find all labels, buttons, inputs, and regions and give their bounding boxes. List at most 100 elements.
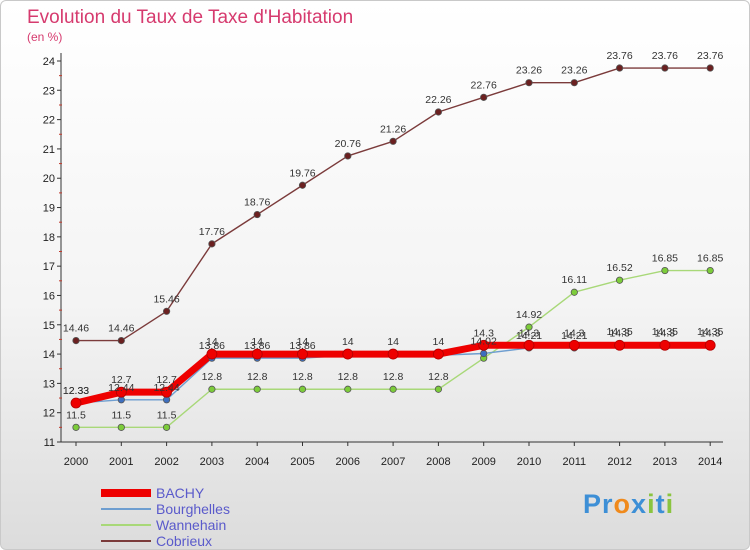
- marker-cobrieux: [615, 64, 624, 72]
- marker-cobrieux: [525, 79, 533, 87]
- marker-cobrieux: [661, 64, 669, 72]
- proxiti-logo: Proxiti: [583, 489, 674, 520]
- x-tick-label: 2004: [245, 456, 269, 468]
- marker-wannehain: [615, 276, 624, 284]
- marker-bachy: [206, 348, 218, 360]
- data-label-cobrieux: 21.26: [380, 123, 406, 135]
- y-tick-label: 21: [43, 144, 55, 156]
- marker-bachy: [297, 348, 308, 360]
- data-label-cobrieux: 20.76: [335, 138, 361, 150]
- y-tick-label: 24: [43, 56, 55, 68]
- data-label-cobrieux: 18.76: [244, 197, 270, 209]
- marker-bachy: [70, 397, 82, 409]
- y-tick-label: 12: [43, 408, 55, 420]
- line-chart: 11 12 13 14 15 16 17 18 19 20 21 22 23 24 2000 2001 2002…: [43, 50, 724, 468]
- legend-swatch: [101, 524, 151, 526]
- marker-bachy: [614, 339, 625, 351]
- y-tick-label: 16: [43, 290, 55, 302]
- marker-wannehain: [706, 266, 714, 275]
- data-label-wannehain: 12.8: [338, 371, 359, 383]
- y-tick-label: 14: [43, 349, 55, 361]
- unit-label: (en %): [27, 30, 63, 44]
- marker-cobrieux: [208, 240, 216, 248]
- data-label-bachy: 14: [251, 336, 263, 348]
- x-tick-label: 2001: [109, 456, 133, 468]
- marker-cobrieux: [298, 181, 307, 189]
- marker-cobrieux: [706, 64, 714, 72]
- logo-letter: x: [631, 489, 648, 519]
- legend-item-wannehain: Wannehain: [101, 517, 321, 533]
- logo-letter: i: [665, 489, 675, 519]
- data-label-wannehain: 11.5: [111, 409, 131, 421]
- data-label-bachy: 12.7: [156, 374, 177, 386]
- data-label-cobrieux: 22.76: [471, 79, 497, 91]
- y-tick-label: 11: [44, 437, 55, 449]
- data-label-wannehain: 16.11: [562, 274, 588, 286]
- data-label-bachy: 14.3: [609, 327, 630, 339]
- logo-letter: o: [613, 489, 632, 519]
- data-label-bourghelles: 13.86: [244, 340, 270, 352]
- marker-wannehain: [117, 423, 125, 431]
- marker-cobrieux: [117, 336, 125, 345]
- marker-bachy: [161, 386, 173, 398]
- legend-label: Cobrieux: [156, 533, 213, 549]
- data-label-cobrieux: 23.76: [652, 50, 678, 62]
- marker-wannehain: [525, 323, 533, 331]
- data-label-wannehain: 11.5: [66, 409, 86, 421]
- legend-swatch: [101, 540, 151, 542]
- marker-wannehain: [434, 385, 442, 393]
- legend-item-bachy: BACHY: [101, 485, 321, 501]
- legend-swatch: [101, 489, 151, 497]
- data-label-bachy: 14.3: [473, 327, 494, 339]
- series-markers: [70, 64, 716, 431]
- data-label-bachy: 14: [206, 336, 218, 348]
- data-label-bachy: 12.33: [63, 385, 89, 397]
- marker-bourghelles: [480, 349, 488, 358]
- marker-wannehain: [208, 385, 216, 393]
- legend: BACHY Bourghelles Wannehain Cobrieux: [101, 485, 321, 549]
- marker-cobrieux: [570, 79, 578, 87]
- x-tick-label: 2010: [517, 456, 541, 468]
- marker-bachy: [251, 348, 263, 360]
- data-label-wannehain: 12.8: [383, 371, 404, 383]
- data-label-wannehain: 11.5: [157, 409, 177, 421]
- marker-bachy: [432, 348, 444, 360]
- data-label-wannehain: 16.52: [606, 262, 632, 274]
- marker-cobrieux: [480, 93, 488, 101]
- x-tick-label: 2009: [471, 456, 495, 468]
- data-label-wannehain: 14.92: [516, 309, 542, 321]
- data-label-bourghelles: 14.35: [652, 326, 678, 338]
- marker-cobrieux: [434, 108, 442, 116]
- marker-bachy: [523, 339, 535, 351]
- data-label-cobrieux: 22.26: [425, 94, 451, 106]
- data-label-bachy: 14: [342, 336, 354, 348]
- data-label-bourghelles: 13.86: [289, 340, 315, 352]
- chart-title: Evolution du Taux de Taxe d'Habitation: [27, 7, 354, 28]
- data-label-bachy: 14: [433, 336, 445, 348]
- marker-cobrieux: [72, 336, 80, 345]
- data-label-bachy: 14.3: [519, 327, 540, 339]
- data-label-bachy: 12.7: [111, 374, 132, 386]
- legend-label: Wannehain: [156, 517, 227, 533]
- x-tick-label: 2003: [200, 456, 224, 468]
- marker-cobrieux: [163, 307, 171, 315]
- legend-item-bourghelles: Bourghelles: [101, 501, 321, 517]
- x-tick-label: 2012: [607, 456, 631, 468]
- data-label-wannehain: 12.8: [247, 371, 268, 383]
- y-tick-label: 22: [43, 115, 55, 127]
- data-label-bourghelles: 13.86: [199, 340, 225, 352]
- data-label-wannehain: 12.8: [292, 371, 313, 383]
- data-label-cobrieux: 17.76: [199, 226, 225, 238]
- marker-cobrieux: [253, 210, 261, 219]
- logo-letter: i: [647, 489, 656, 519]
- legend-label: BACHY: [156, 485, 205, 501]
- y-tick-label: 15: [43, 320, 55, 332]
- data-label-cobrieux: 19.76: [289, 167, 315, 179]
- legend-label: Bourghelles: [156, 501, 230, 517]
- marker-bachy: [704, 339, 716, 351]
- marker-wannehain: [570, 288, 578, 296]
- marker-bachy: [342, 348, 354, 360]
- marker-wannehain: [344, 385, 352, 393]
